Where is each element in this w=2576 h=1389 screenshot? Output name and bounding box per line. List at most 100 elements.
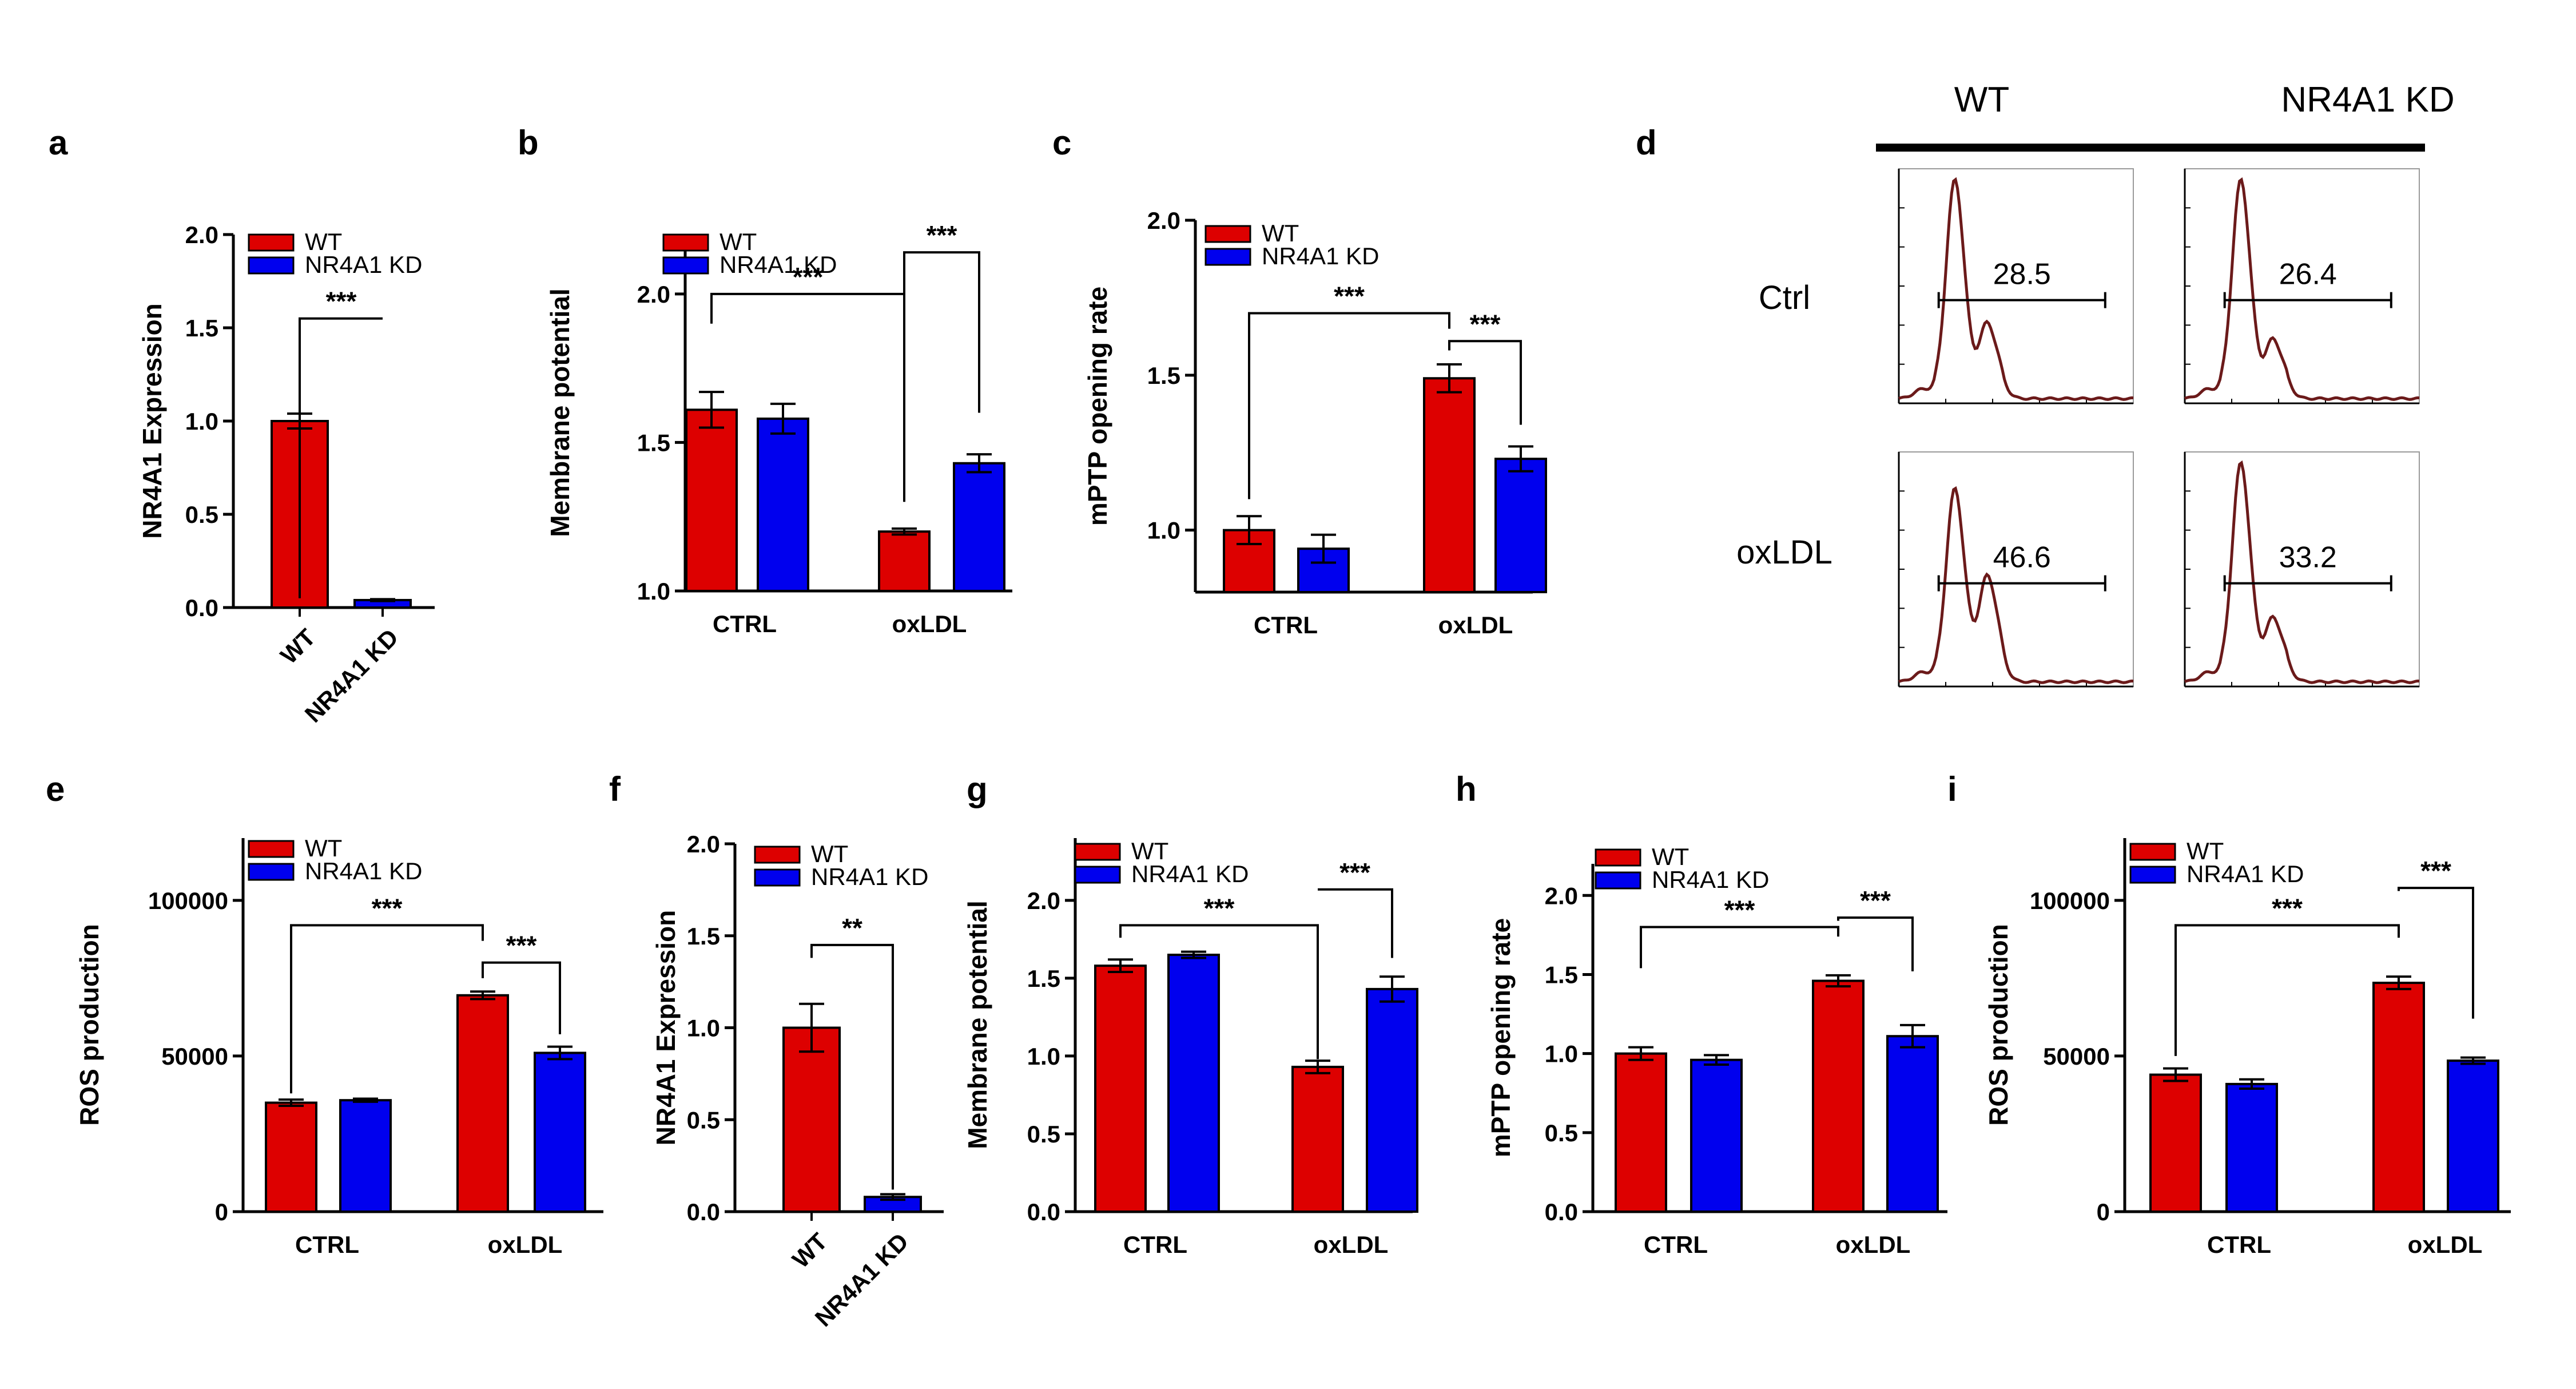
legend-swatch-kd bbox=[1074, 866, 1121, 884]
y-tick-label: 1.5 bbox=[185, 315, 218, 342]
y-axis-label: mPTP opening rate bbox=[1486, 918, 1516, 1157]
row-label-ctrl: Ctrl bbox=[1759, 279, 1810, 316]
significance-bracket bbox=[482, 961, 561, 1034]
significance-bracket bbox=[1640, 926, 1839, 969]
y-tick-label: 2.0 bbox=[637, 281, 670, 308]
legend-swatch-wt bbox=[1595, 848, 1641, 867]
y-axis-label: NR4A1 Expression bbox=[651, 910, 681, 1146]
bar-kd bbox=[534, 1051, 586, 1213]
x-tick-label: WT bbox=[275, 624, 321, 669]
legend-label-wt: WT bbox=[305, 228, 342, 255]
legend-label-wt: WT bbox=[811, 840, 848, 867]
bar-wt bbox=[2149, 1073, 2202, 1213]
legend-swatch-wt bbox=[248, 840, 295, 858]
x-tick-label: CTRL bbox=[713, 610, 777, 637]
legend-swatch-wt bbox=[1204, 225, 1251, 243]
significance-label: *** bbox=[927, 220, 957, 250]
y-tick-label: 2.0 bbox=[687, 831, 720, 858]
panel-label-f: f bbox=[609, 770, 621, 808]
legend-label-kd: NR4A1 KD bbox=[305, 858, 422, 884]
bar-kd bbox=[757, 417, 809, 593]
bar-wt bbox=[1615, 1052, 1667, 1213]
legend-swatch-wt bbox=[2129, 843, 2176, 861]
y-tick-label: 2.0 bbox=[1027, 887, 1060, 914]
significance-bracket bbox=[1318, 888, 1393, 958]
significance-bracket bbox=[903, 251, 980, 413]
significance-bracket bbox=[299, 317, 383, 598]
panel-label-g: g bbox=[967, 770, 988, 808]
significance-bracket bbox=[1837, 916, 1914, 971]
legend-label-kd: NR4A1 KD bbox=[1652, 866, 1769, 893]
significance-bracket bbox=[2398, 887, 2474, 1019]
gate-percentage: 46.6 bbox=[1993, 541, 2051, 574]
bar-kd bbox=[339, 1099, 392, 1213]
gate-percentage: 33.2 bbox=[2279, 541, 2337, 574]
bar-kd bbox=[2225, 1082, 2278, 1213]
bar-kd bbox=[1167, 954, 1220, 1213]
panel-f: f 0.0 0.5 1.0 1.5 2.0 NR4A1 Expression WTNR4A1 … bbox=[609, 770, 944, 1332]
panel-g: g 0.0 0.5 1.0 1.5 2.0 Membrane potential CTRL ox… bbox=[963, 770, 1418, 1258]
legend-label-wt: WT bbox=[719, 228, 757, 255]
y-tick-label: 0.5 bbox=[687, 1106, 720, 1133]
bar-wt bbox=[456, 994, 509, 1213]
histogram-box: 46.6 bbox=[1898, 451, 2134, 688]
bar-kd bbox=[1886, 1035, 1939, 1213]
y-tick-label: 1.5 bbox=[687, 923, 720, 950]
y-tick-label: 50000 bbox=[2043, 1043, 2110, 1070]
bar-kd bbox=[1494, 458, 1547, 593]
bar-wt bbox=[878, 530, 931, 593]
legend-label-kd: NR4A1 KD bbox=[2187, 860, 2304, 887]
y-tick-label: 2.0 bbox=[1545, 882, 1578, 909]
y-tick-label: 0.0 bbox=[687, 1198, 720, 1225]
y-tick-label: 1.0 bbox=[1147, 517, 1180, 544]
panel-label-h: h bbox=[1456, 770, 1477, 808]
significance-bracket bbox=[1119, 924, 1319, 1059]
legend-label-kd: NR4A1 KD bbox=[811, 863, 928, 890]
significance-label: *** bbox=[506, 931, 537, 961]
bar-kd bbox=[1366, 987, 1418, 1213]
panel-label-b: b bbox=[518, 124, 539, 162]
y-tick-label: 2.0 bbox=[1147, 207, 1180, 234]
bar-wt bbox=[782, 1026, 841, 1213]
y-tick-label: 1.5 bbox=[637, 429, 670, 456]
significance-label: *** bbox=[793, 262, 824, 292]
significance-bracket bbox=[810, 943, 894, 1190]
x-tick-label: oxLDL bbox=[1314, 1231, 1389, 1258]
y-tick-label: 1.5 bbox=[1027, 965, 1060, 992]
legend-label-kd: NR4A1 KD bbox=[1131, 860, 1249, 887]
x-tick-label: CTRL bbox=[295, 1231, 359, 1258]
histogram-curve bbox=[1898, 486, 2134, 684]
histogram-curve bbox=[1898, 177, 2134, 401]
x-tick-label: oxLDL bbox=[1438, 612, 1513, 638]
bar-wt bbox=[1094, 965, 1147, 1213]
gate-percentage: 28.5 bbox=[1993, 258, 2051, 291]
y-tick-label: 0.0 bbox=[1545, 1198, 1578, 1225]
significance-label: *** bbox=[1724, 895, 1755, 925]
significance-label: *** bbox=[1334, 281, 1365, 311]
legend-swatch-wt bbox=[754, 846, 801, 864]
histogram-box: 26.4 bbox=[2184, 168, 2420, 404]
legend-swatch-kd bbox=[2129, 866, 2176, 884]
y-tick-label: 1.0 bbox=[1027, 1043, 1060, 1070]
panel-b: b 1.0 1.5 2.0 Membrane potential CTRL oxLDL WTN… bbox=[518, 124, 1012, 637]
bar-wt bbox=[2372, 982, 2425, 1213]
significance-label: *** bbox=[372, 893, 403, 923]
y-tick-label: 0 bbox=[2097, 1198, 2110, 1225]
legend-label-kd: NR4A1 KD bbox=[719, 251, 837, 278]
y-tick-label: 50000 bbox=[161, 1043, 228, 1070]
bar-wt bbox=[685, 408, 738, 593]
y-tick-label: 1.0 bbox=[687, 1015, 720, 1042]
panel-label-a: a bbox=[49, 124, 68, 162]
panel-d: d WT NR4A1 KD Ctrl oxLDL 28.5 26.4 46.6 33.2 bbox=[1636, 80, 2455, 688]
panel-label-i: i bbox=[1947, 770, 1957, 808]
legend-swatch-kd bbox=[248, 256, 295, 275]
significance-label: *** bbox=[326, 287, 357, 316]
y-axis-label: NR4A1 Expression bbox=[137, 303, 167, 539]
legend-swatch-kd bbox=[1204, 248, 1251, 266]
legend-swatch-kd bbox=[1595, 871, 1641, 890]
y-tick-label: 0.5 bbox=[1545, 1120, 1578, 1146]
column-header-kd: NR4A1 KD bbox=[2281, 80, 2454, 120]
panel-i: i 0 50000 100000 ROS production CTRL oxLDL WTNR… bbox=[1947, 770, 2511, 1258]
